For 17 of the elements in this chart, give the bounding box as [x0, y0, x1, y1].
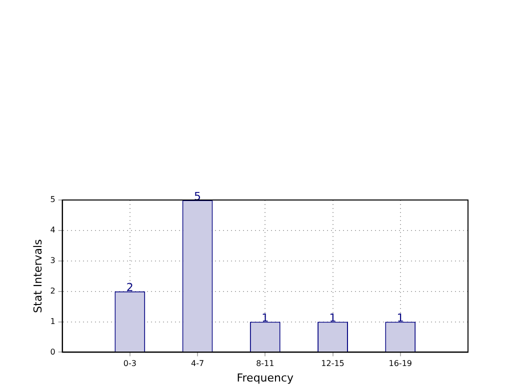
y-tick-label: 0 [50, 347, 56, 356]
x-tick-label: 0-3 [123, 359, 136, 368]
x-tick-label: 4-7 [190, 359, 204, 368]
y-tick-label: 5 [50, 195, 56, 204]
data-label: 1 [329, 312, 336, 325]
y-tick-label: 4 [50, 226, 56, 235]
x-axis-title: Frequency [236, 371, 294, 384]
y-tick-label: 1 [50, 316, 56, 326]
y-tick-label: 3 [50, 256, 56, 265]
data-label: 1 [262, 312, 269, 325]
y-tick-label: 2 [50, 286, 56, 296]
data-label: 2 [126, 281, 134, 294]
x-tick-label: 12-15 [321, 359, 344, 368]
y-axis-title: Stat Intervals [31, 238, 44, 313]
x-tick-label: 16-19 [388, 359, 412, 368]
data-label: 1 [396, 312, 404, 325]
x-tick-label: 8-11 [256, 359, 274, 368]
